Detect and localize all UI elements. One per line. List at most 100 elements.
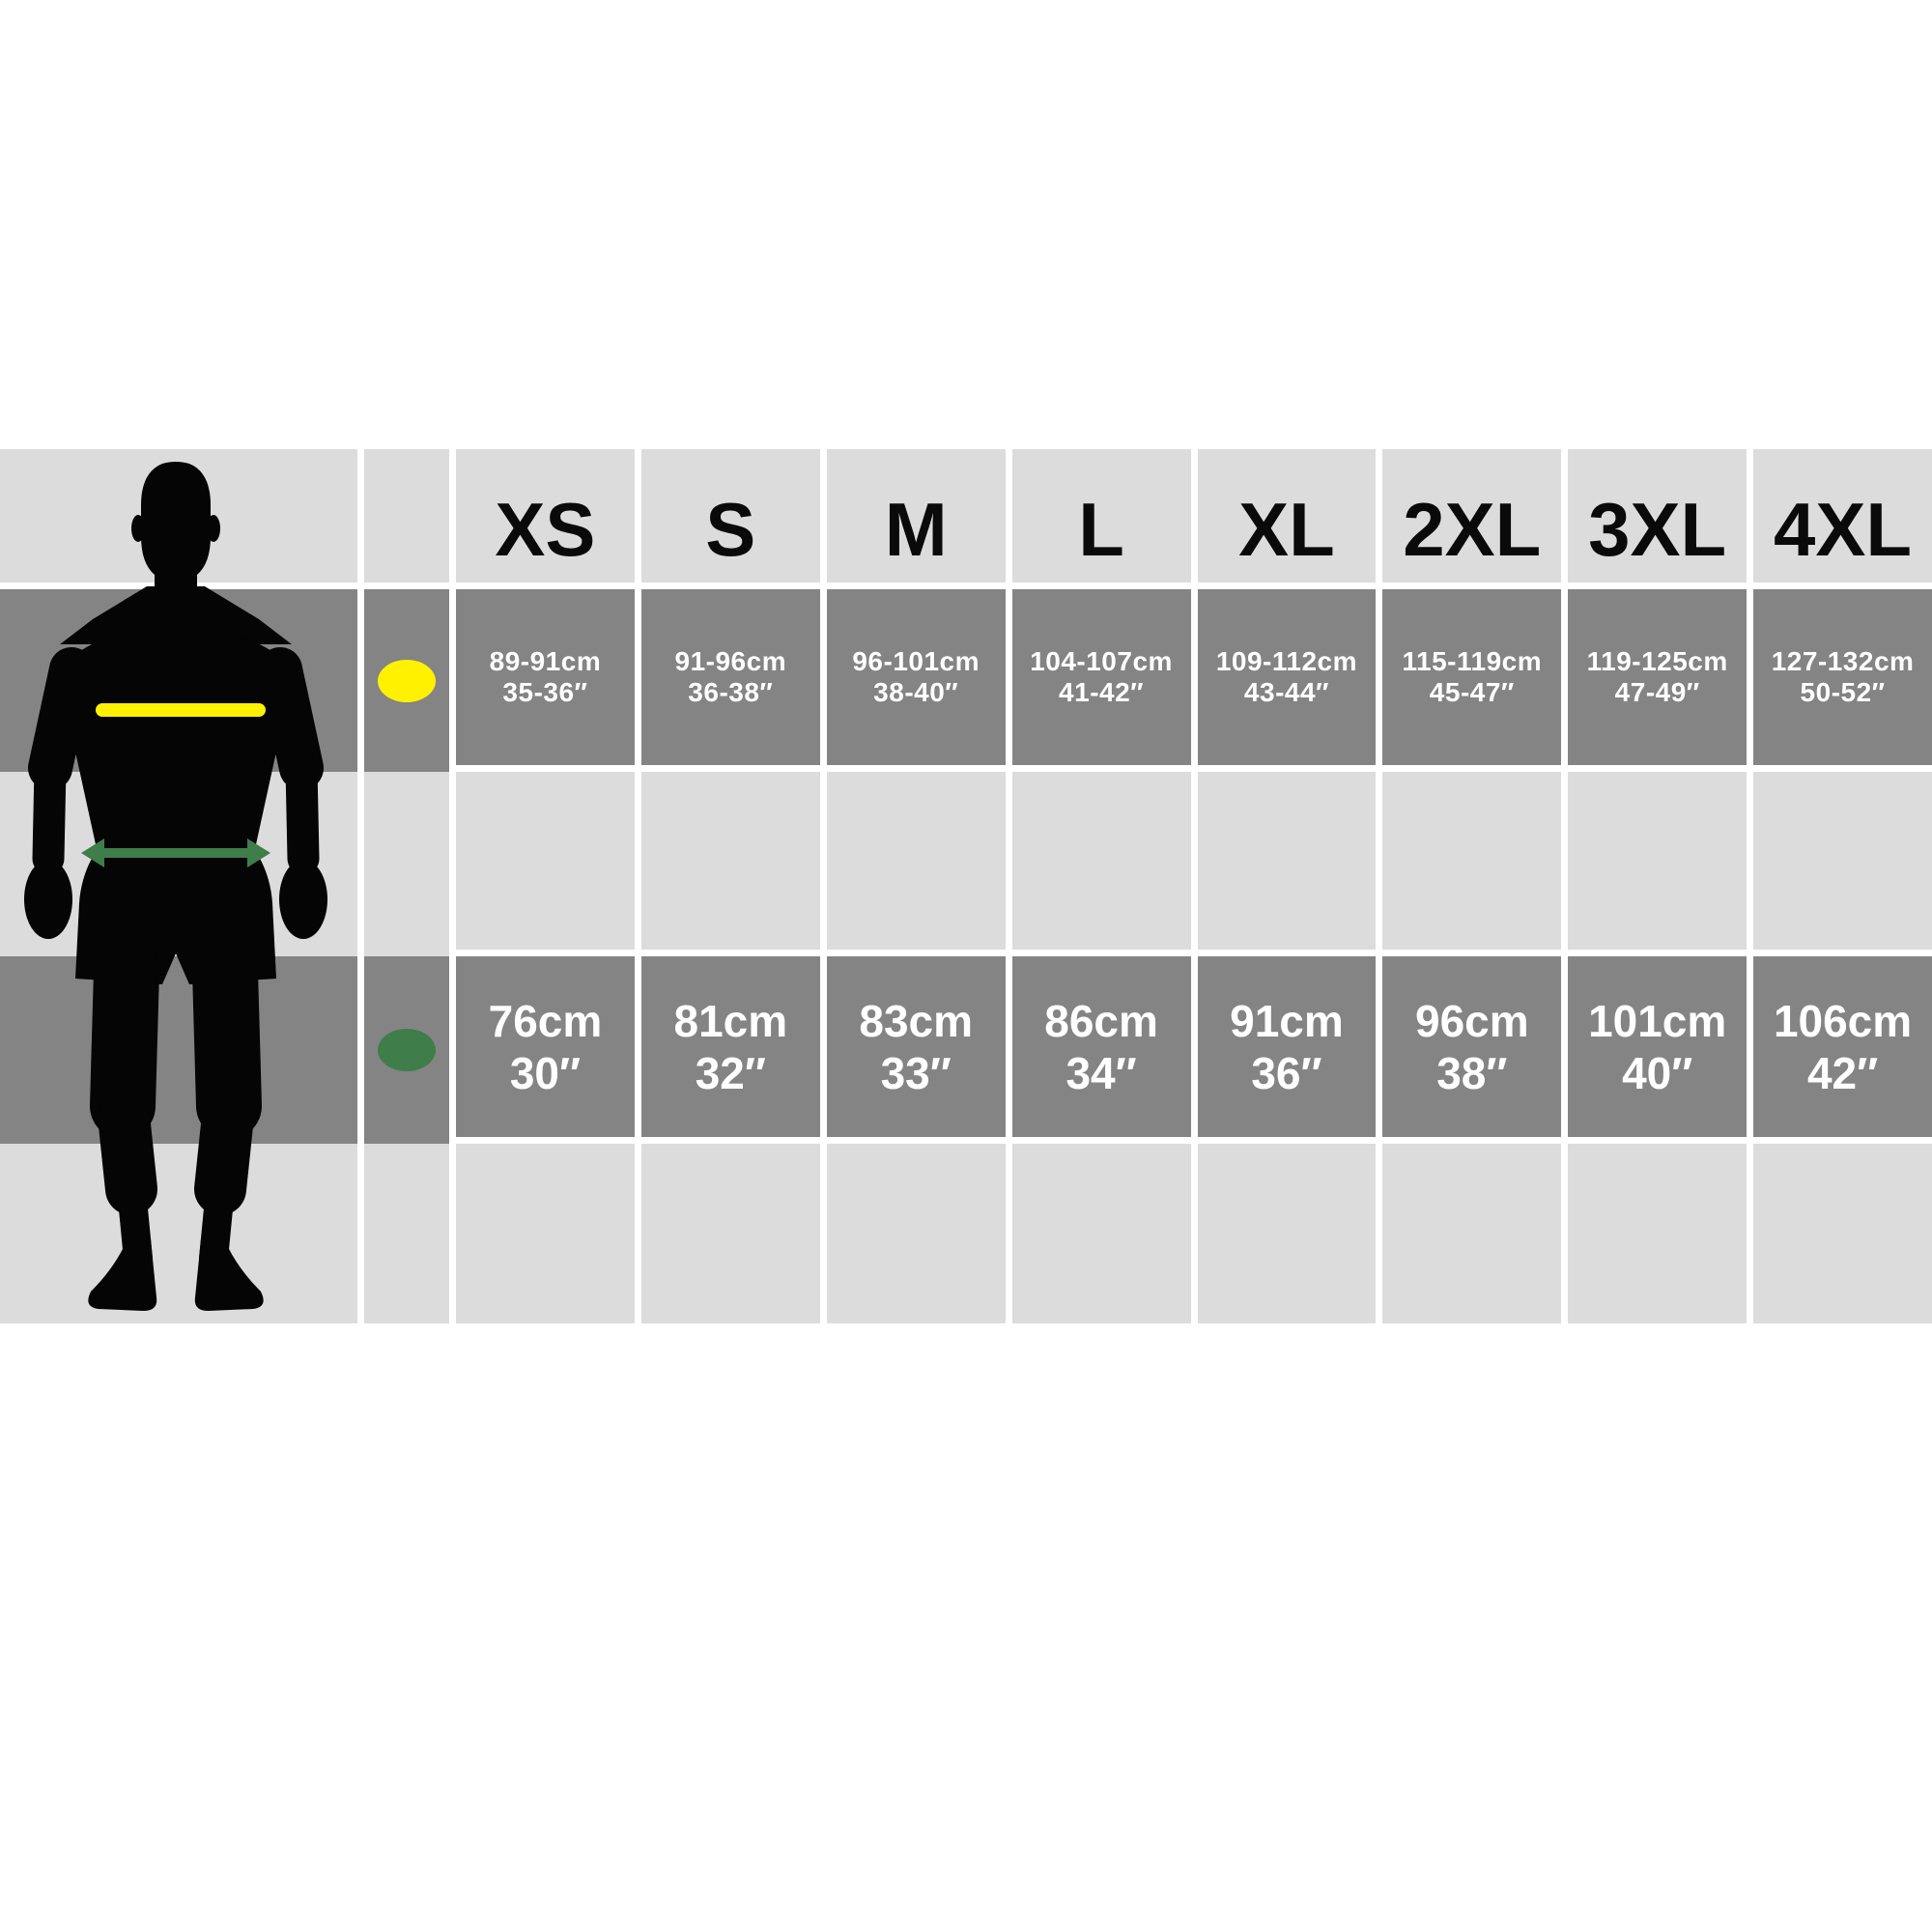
chest-cm: 109-112cm	[1215, 646, 1358, 676]
waist-in: 36″	[1251, 1047, 1322, 1098]
chest-cell-4xl: 127-132cm 50-52″	[1753, 589, 1932, 765]
size-label: 2XL	[1403, 487, 1542, 572]
band-waist	[0, 956, 357, 1144]
spacer-cell	[640, 1144, 820, 1323]
marker-header-cell	[364, 449, 449, 582]
spacer-cell	[1011, 1144, 1191, 1323]
spacer-cell	[364, 1144, 449, 1323]
size-column-xl: XL 109-112cm 43-44″ 91cm 36″	[1197, 449, 1377, 1323]
chest-in: 36-38″	[688, 677, 774, 707]
spacer-cell	[1753, 772, 1932, 950]
waist-cm: 86cm	[1044, 995, 1158, 1046]
chest-cell-m: 96-101cm 38-40″	[826, 589, 1006, 765]
waist-dot-icon	[378, 1029, 436, 1071]
chest-cm: 89-91cm	[489, 646, 602, 676]
waist-in: 40″	[1622, 1047, 1693, 1098]
size-column-2xl: 2XL 115-119cm 45-47″ 96cm 38″	[1382, 449, 1562, 1323]
chest-marker-cell	[364, 589, 449, 772]
size-label: M	[884, 487, 948, 572]
band-spacer-1	[0, 772, 357, 956]
silhouette-bands	[0, 589, 357, 1323]
waist-cell-xl: 91cm 36″	[1197, 956, 1377, 1137]
chest-cell-xs: 89-91cm 35-36″	[456, 589, 635, 765]
waist-cell-4xl: 106cm 42″	[1753, 956, 1932, 1137]
size-label: S	[705, 487, 756, 572]
chest-in: 43-44″	[1243, 677, 1329, 707]
spacer-cell	[456, 772, 635, 950]
waist-cm: 76cm	[488, 995, 603, 1046]
size-header-2xl: 2XL	[1382, 449, 1562, 582]
size-column-m: M 96-101cm 38-40″ 83cm 33″	[826, 449, 1006, 1323]
chest-in: 45-47″	[1429, 677, 1515, 707]
waist-in: 33″	[880, 1047, 952, 1098]
chest-cm: 115-119cm	[1402, 646, 1543, 676]
size-label: 3XL	[1588, 487, 1727, 572]
size-label: 4XL	[1774, 487, 1913, 572]
waist-cm: 101cm	[1588, 995, 1727, 1046]
spacer-cell	[1011, 772, 1191, 950]
band-chest	[0, 589, 357, 772]
chest-cell-l: 104-107cm 41-42″	[1011, 589, 1191, 765]
spacer-cell	[1197, 1144, 1377, 1323]
spacer-cell	[1753, 1144, 1932, 1323]
waist-cell-m: 83cm 33″	[826, 956, 1006, 1137]
chest-in: 41-42″	[1059, 677, 1145, 707]
waist-cell-3xl: 101cm 40″	[1568, 956, 1747, 1137]
spacer-cell	[1197, 772, 1377, 950]
size-header-xl: XL	[1197, 449, 1377, 582]
size-column-4xl: 4XL 127-132cm 50-52″ 106cm 42″	[1753, 449, 1932, 1323]
chest-cell-2xl: 115-119cm 45-47″	[1382, 589, 1562, 765]
marker-column	[364, 449, 449, 1323]
waist-cm: 106cm	[1773, 995, 1913, 1046]
spacer-cell	[1568, 1144, 1747, 1323]
size-label: XS	[495, 487, 596, 572]
waist-in: 32″	[695, 1047, 766, 1098]
chest-cell-3xl: 119-125cm 47-49″	[1568, 589, 1747, 765]
silhouette-header-cell	[0, 449, 357, 582]
band-spacer-2	[0, 1144, 357, 1323]
size-column-xs: XS 89-91cm 35-36″ 76cm 30″	[456, 449, 635, 1323]
waist-cm: 83cm	[859, 995, 974, 1046]
size-header-m: M	[826, 449, 1006, 582]
chest-cell-s: 91-96cm 36-38″	[640, 589, 820, 765]
size-header-4xl: 4XL	[1753, 449, 1932, 582]
silhouette-column	[0, 449, 357, 1323]
waist-cell-2xl: 96cm 38″	[1382, 956, 1562, 1137]
chest-in: 35-36″	[502, 677, 588, 707]
chest-cm: 119-125cm	[1586, 646, 1728, 676]
waist-cell-s: 81cm 32″	[640, 956, 820, 1137]
size-header-3xl: 3XL	[1568, 449, 1747, 582]
spacer-cell	[364, 772, 449, 956]
chest-cm: 127-132cm	[1771, 646, 1915, 676]
waist-cm: 91cm	[1230, 995, 1344, 1046]
waist-cm: 81cm	[673, 995, 788, 1046]
spacer-cell	[1382, 1144, 1562, 1323]
size-header-s: S	[640, 449, 820, 582]
chest-dot-icon	[378, 659, 436, 702]
chest-cell-xl: 109-112cm 43-44″	[1197, 589, 1377, 765]
size-column-s: S 91-96cm 36-38″ 81cm 32″	[640, 449, 820, 1323]
waist-cell-l: 86cm 34″	[1011, 956, 1191, 1137]
waist-marker-cell	[364, 956, 449, 1144]
spacer-cell	[1568, 772, 1747, 950]
spacer-cell	[456, 1144, 635, 1323]
chest-in: 50-52″	[1800, 677, 1886, 707]
size-column-3xl: 3XL 119-125cm 47-49″ 101cm 40″	[1568, 449, 1747, 1323]
chest-in: 38-40″	[873, 677, 959, 707]
size-label: L	[1078, 487, 1124, 572]
size-header-l: L	[1011, 449, 1191, 582]
size-header-xs: XS	[456, 449, 635, 582]
waist-in: 42″	[1806, 1047, 1879, 1098]
spacer-cell	[1382, 772, 1562, 950]
waist-cell-xs: 76cm 30″	[456, 956, 635, 1137]
waist-in: 38″	[1436, 1047, 1508, 1098]
chest-cm: 96-101cm	[852, 646, 980, 676]
waist-in: 30″	[509, 1047, 582, 1098]
chest-cm: 104-107cm	[1030, 646, 1173, 676]
spacer-cell	[640, 772, 820, 950]
size-column-l: L 104-107cm 41-42″ 86cm 34″	[1011, 449, 1191, 1323]
chest-cm: 91-96cm	[674, 646, 787, 676]
size-label: XL	[1238, 487, 1335, 572]
waist-in: 34″	[1065, 1047, 1137, 1098]
